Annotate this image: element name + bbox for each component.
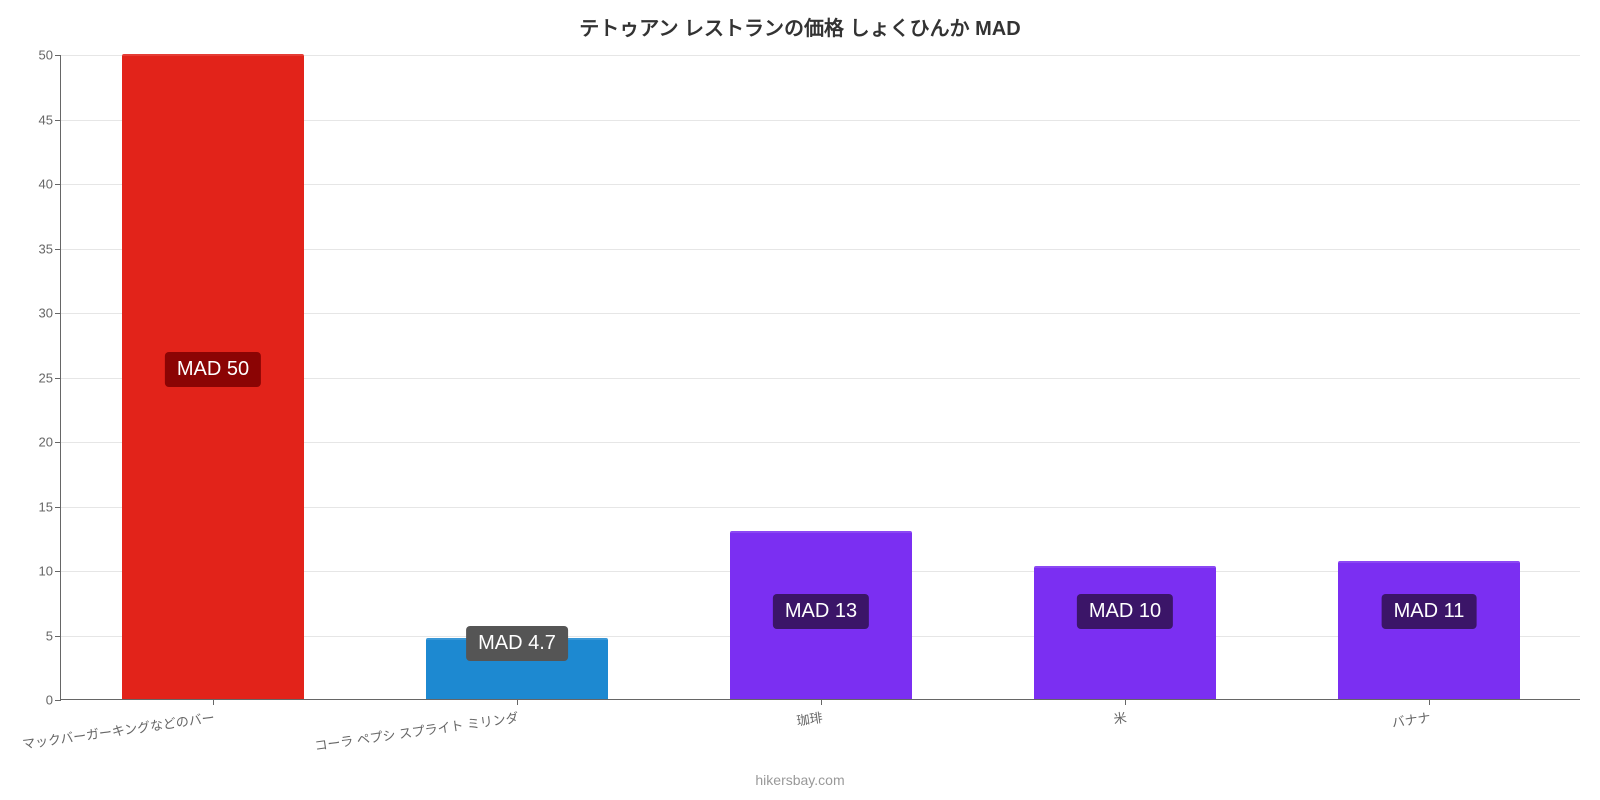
x-tick-mark	[1429, 699, 1430, 705]
x-tick-mark	[1125, 699, 1126, 705]
x-tick-label: バナナ	[1390, 707, 1431, 731]
x-tick-label: マックバーガーキングなどのバー	[21, 707, 216, 753]
x-tick-mark	[213, 699, 214, 705]
bar-highlight	[1034, 566, 1216, 568]
x-tick-mark	[821, 699, 822, 705]
x-tick-label: 珈琲	[795, 707, 823, 729]
bar-highlight	[1338, 561, 1520, 563]
plot-area: 05101520253035404550MAD 50マックバーガーキングなどのバ…	[60, 55, 1580, 700]
y-tick-label: 25	[39, 370, 61, 385]
y-tick-label: 40	[39, 177, 61, 192]
value-badge: MAD 13	[773, 594, 869, 629]
x-tick-mark	[517, 699, 518, 705]
bar-highlight	[730, 531, 912, 533]
y-tick-label: 35	[39, 241, 61, 256]
chart-title: テトゥアン レストランの価格 しょくひんか MAD	[0, 12, 1600, 41]
y-tick-label: 15	[39, 499, 61, 514]
y-tick-label: 45	[39, 112, 61, 127]
attribution-text: hikersbay.com	[0, 772, 1600, 788]
y-tick-label: 30	[39, 306, 61, 321]
y-tick-label: 0	[46, 693, 61, 708]
x-tick-label: コーラ ペプシ スプライト ミリンダ	[313, 707, 519, 754]
y-tick-label: 20	[39, 435, 61, 450]
bar	[1338, 561, 1520, 699]
y-tick-label: 5	[46, 628, 61, 643]
bar-highlight	[122, 54, 304, 56]
x-tick-label: 米	[1112, 707, 1128, 728]
chart-container: テトゥアン レストランの価格 しょくひんか MAD 05101520253035…	[0, 0, 1600, 800]
bar	[1034, 566, 1216, 699]
value-badge: MAD 50	[165, 352, 261, 387]
value-badge: MAD 10	[1077, 594, 1173, 629]
y-tick-label: 10	[39, 564, 61, 579]
y-tick-label: 50	[39, 48, 61, 63]
value-badge: MAD 4.7	[466, 626, 568, 661]
value-badge: MAD 11	[1382, 594, 1477, 629]
